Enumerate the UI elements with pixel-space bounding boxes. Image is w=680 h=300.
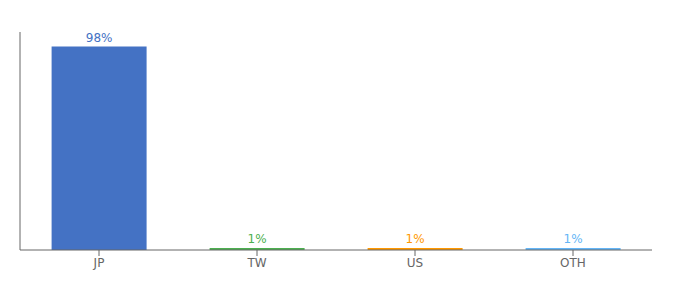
svg-text:JP: JP xyxy=(93,256,105,270)
svg-text:1%: 1% xyxy=(564,232,583,246)
svg-text:1%: 1% xyxy=(248,232,267,246)
svg-text:TW: TW xyxy=(246,256,266,270)
svg-text:US: US xyxy=(407,256,423,270)
svg-text:1%: 1% xyxy=(406,232,425,246)
svg-text:98%: 98% xyxy=(86,31,113,45)
svg-text:OTH: OTH xyxy=(560,256,586,270)
